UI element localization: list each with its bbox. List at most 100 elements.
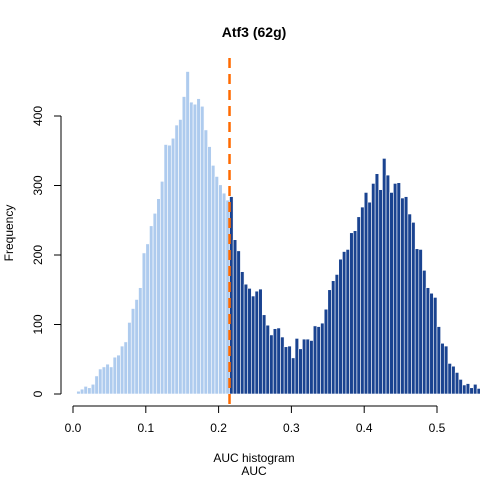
histogram-bar [294,338,299,395]
histogram-bar [120,345,125,395]
histogram-bar [123,341,128,395]
histogram-bar [331,280,336,395]
histogram-bar [396,182,401,395]
histogram-bar [196,98,201,395]
histogram-bar [447,363,452,395]
histogram-bar [236,250,241,395]
histogram-bar [440,342,445,395]
histogram-bar [178,119,183,395]
histogram-bar [360,206,365,395]
y-tick-label: 0 [31,390,45,397]
histogram-bar [214,176,219,395]
histogram-bar [116,354,121,395]
histogram-bar [170,137,176,395]
histogram-bar [476,388,480,395]
histogram-bar [203,129,208,395]
histogram-bar [338,258,343,395]
histogram-bar [462,384,467,395]
histogram-bar [309,340,314,395]
y-tick-label: 200 [31,245,45,265]
histogram-bar [287,345,292,395]
histogram-bar [207,146,212,395]
x-tick-label: 0.2 [210,421,227,435]
histogram-bar [200,105,205,395]
histogram-bar [323,308,329,395]
histogram-bar [403,196,409,395]
histogram-bar [371,183,376,395]
histogram-bar [109,366,114,395]
histogram-bar [138,287,143,395]
histogram-bar [79,388,85,395]
histogram-bar [280,336,285,395]
histogram-bar [192,103,198,395]
histogram-bar [76,390,81,395]
histogram-bar [363,192,369,395]
histogram-bar [211,165,216,395]
histogram-bar [134,299,139,395]
histogram-bar [443,345,449,395]
histogram-bar [411,222,416,395]
histogram-bar [141,252,147,395]
histogram-bar [334,274,340,395]
histogram-bar [189,101,194,395]
y-tick-label: 400 [31,106,45,126]
histogram-bar [163,144,168,395]
histogram-bar [145,243,150,395]
histogram-bar [436,326,441,395]
histogram-bar [316,326,321,395]
histogram-bar [305,338,310,395]
histogram-bar [458,379,463,395]
histogram-bar [469,387,474,395]
histogram-bar [232,239,238,395]
histogram-bar [298,348,303,395]
histogram-bar [291,357,296,395]
histogram-bar [414,248,420,395]
histogram-bar [342,251,347,395]
histogram-bar [243,283,249,395]
histogram-bar [221,192,227,395]
histogram-bar [429,292,434,395]
y-axis: 0 100 200 300 400 [31,106,62,397]
histogram-bar [254,290,259,395]
histogram-bar [433,297,438,395]
histogram-bar [302,338,307,395]
x-tick-label: 0.4 [356,421,373,435]
histogram-bar [265,324,270,395]
histogram-bar [356,216,361,395]
histogram-bar [174,124,179,395]
histogram-bar [345,249,350,395]
x-axis-label: AUC histogram [213,451,294,465]
histogram-bar [374,173,380,395]
histogram-bar [378,189,383,395]
histogram-bar [160,181,165,395]
histogram-bar [352,230,358,395]
histogram-bar [425,287,431,395]
histogram-bar [149,225,154,395]
histogram-bar [451,365,456,395]
histogram-bar [98,368,103,395]
histogram-bar [105,363,110,395]
histogram-bar [240,271,245,395]
x-tick-label: 0.5 [429,421,446,435]
histogram-bar [152,213,158,395]
histogram-bar [473,383,478,395]
x-axis-sublabel: AUC [241,464,267,478]
histogram-bar [418,249,423,395]
y-tick-label: 100 [31,314,45,334]
histogram-bar [87,387,92,395]
y-axis-label: Frequency [2,205,16,262]
histogram-bar [127,322,132,395]
x-axis: 0.0 0.1 0.2 0.3 0.4 0.5 [65,405,446,435]
histogram-bar [261,314,267,395]
histogram-bar [327,289,332,395]
histogram-bars [76,71,480,395]
histogram-bar [320,322,325,395]
histogram-bar [400,197,405,395]
histogram-bar [185,71,190,395]
x-tick-label: 0.3 [283,421,300,435]
histogram-bar [382,158,387,395]
histogram-bar [90,383,96,395]
x-tick-label: 0.0 [65,421,82,435]
histogram-bar [407,213,412,395]
